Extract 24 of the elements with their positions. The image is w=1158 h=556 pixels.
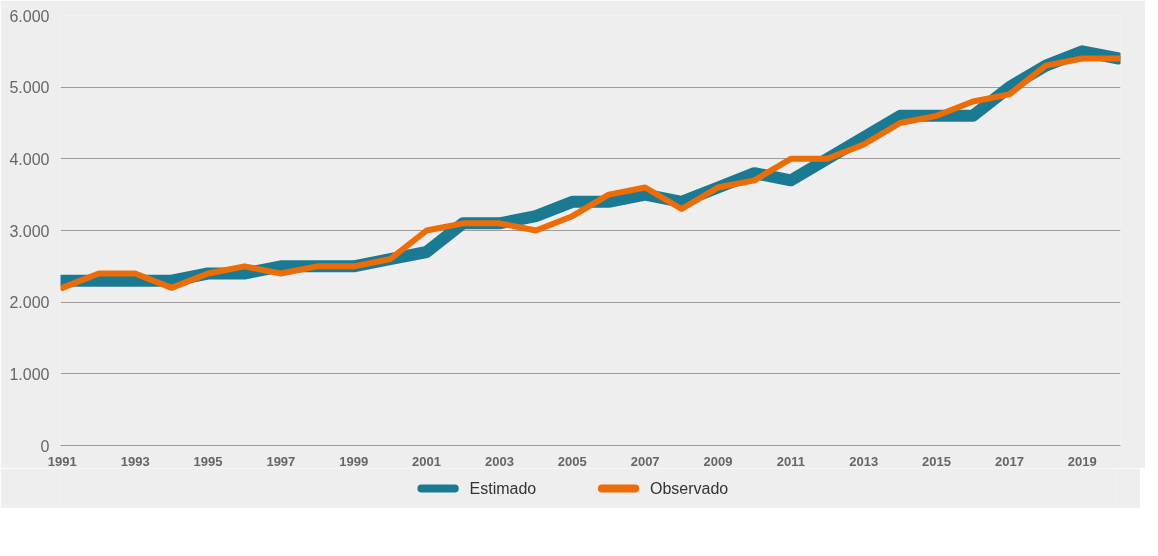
x-tick-label: 1991 xyxy=(47,453,77,469)
x-tick-label: 1999 xyxy=(339,453,369,469)
x-tick-label: 2001 xyxy=(412,453,442,469)
legend-label: Estimado xyxy=(469,480,537,497)
x-tick-label: 2013 xyxy=(849,453,879,469)
y-tick-label: 6.000 xyxy=(9,7,50,25)
y-tick-label: 2.000 xyxy=(9,294,50,312)
x-tick-label: 2017 xyxy=(994,453,1024,469)
x-tick-label: 2005 xyxy=(557,453,587,469)
y-tick-label: 5.000 xyxy=(9,79,50,97)
y-tick-label: 1.000 xyxy=(9,365,50,383)
x-tick-label: 1993 xyxy=(120,453,150,469)
x-tick-label: 1997 xyxy=(266,453,296,469)
y-tick-label: 3.000 xyxy=(9,222,50,240)
x-tick-label: 2015 xyxy=(922,453,952,469)
y-tick-label: 0 xyxy=(40,437,50,455)
legend-label: Observado xyxy=(650,480,729,497)
x-tick-label: 2007 xyxy=(630,453,660,469)
x-tick-label: 2003 xyxy=(484,453,514,469)
x-tick-label: 2019 xyxy=(1067,453,1097,469)
x-tick-label: 2009 xyxy=(703,453,733,469)
y-tick-label: 4.000 xyxy=(9,150,50,168)
x-tick-label: 1995 xyxy=(193,453,223,469)
x-tick-label: 2011 xyxy=(776,453,805,469)
